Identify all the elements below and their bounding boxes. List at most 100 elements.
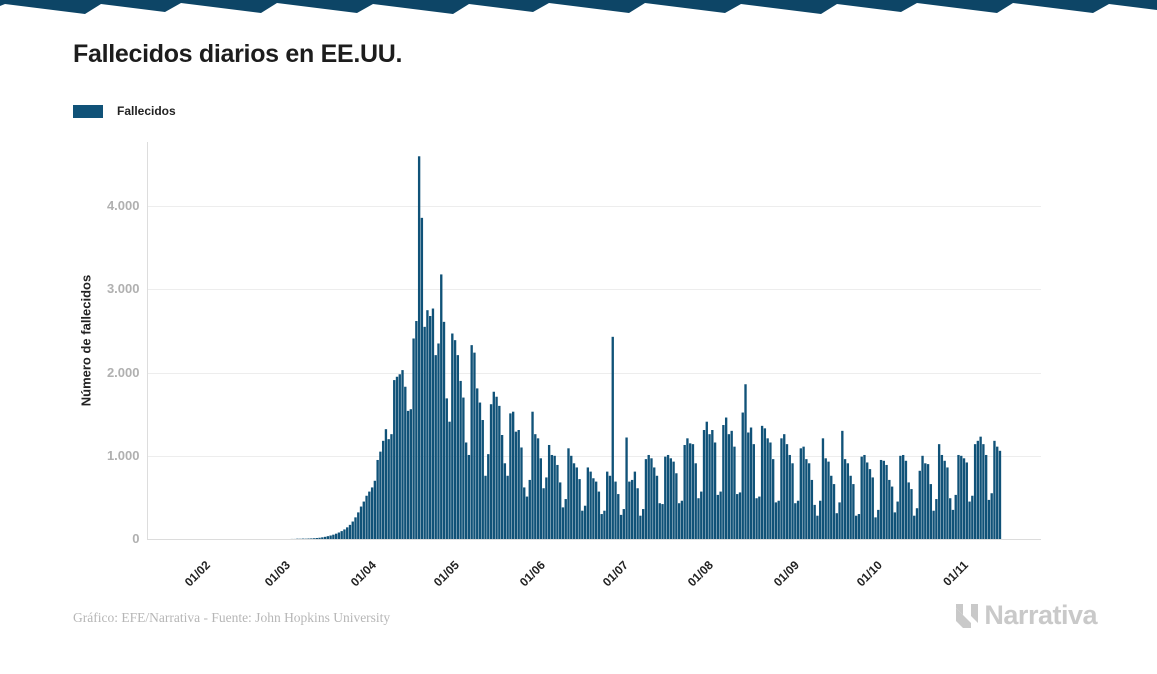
y-tick-label: 3.000 xyxy=(106,281,140,297)
bar xyxy=(503,463,506,539)
bar xyxy=(760,425,763,539)
bar xyxy=(619,514,622,539)
legend: Fallecidos xyxy=(73,104,176,118)
bar xyxy=(561,507,564,539)
bar xyxy=(351,521,354,539)
bar xyxy=(688,443,691,539)
bar xyxy=(962,458,965,539)
bar xyxy=(464,442,467,539)
bar xyxy=(655,475,658,539)
narrativa-wordmark: Narrativa xyxy=(984,600,1097,630)
x-tick-label: 01/03 xyxy=(262,558,294,590)
bar xyxy=(306,538,310,539)
bar xyxy=(978,436,982,539)
bar xyxy=(359,506,362,539)
bar xyxy=(796,500,799,539)
bar xyxy=(594,481,597,539)
bar xyxy=(511,411,514,539)
bar xyxy=(436,343,440,539)
bar xyxy=(494,396,498,539)
bar xyxy=(384,429,387,539)
bar xyxy=(442,321,445,539)
bar xyxy=(771,459,774,539)
bar xyxy=(652,467,655,539)
bar xyxy=(461,397,465,539)
bar xyxy=(497,405,501,539)
bar xyxy=(406,410,409,539)
bar xyxy=(976,440,979,539)
x-tick-label: 01/04 xyxy=(347,558,379,590)
bar xyxy=(398,374,401,539)
bar xyxy=(364,495,368,539)
y-axis-line xyxy=(146,142,148,539)
bar xyxy=(707,434,711,539)
bar xyxy=(749,427,752,539)
bar xyxy=(763,428,766,539)
y-tick-label: 2.000 xyxy=(106,364,140,380)
bar xyxy=(937,444,940,539)
bar xyxy=(334,533,337,539)
bar xyxy=(420,217,423,539)
bar xyxy=(315,538,318,539)
bar xyxy=(425,310,429,539)
bar xyxy=(370,487,373,539)
bar xyxy=(649,458,653,539)
bar xyxy=(500,435,503,539)
bar xyxy=(898,455,902,539)
bar xyxy=(926,464,929,539)
y-axis-title: Número de fallecidos xyxy=(78,274,94,407)
bar xyxy=(577,479,581,539)
bar xyxy=(713,442,716,539)
bar xyxy=(741,412,744,539)
bar xyxy=(699,491,702,539)
bar xyxy=(895,501,899,539)
bar xyxy=(566,448,570,539)
bar xyxy=(868,469,871,539)
bar xyxy=(705,421,708,539)
bar xyxy=(694,463,697,539)
bar xyxy=(934,499,938,539)
bar xyxy=(536,438,539,539)
bar xyxy=(669,458,672,539)
gridline xyxy=(146,206,1041,208)
bar xyxy=(995,446,998,539)
bar xyxy=(666,454,669,539)
bar xyxy=(337,532,340,539)
bar xyxy=(320,537,323,539)
bar xyxy=(696,498,700,539)
bar xyxy=(362,501,365,539)
bar xyxy=(945,467,949,539)
bar xyxy=(530,411,534,539)
bar xyxy=(799,448,802,539)
bar xyxy=(478,402,481,539)
bar xyxy=(558,482,561,539)
bar xyxy=(375,459,379,539)
bar xyxy=(450,333,453,539)
bar xyxy=(392,380,395,539)
bar xyxy=(575,467,578,539)
bar xyxy=(851,484,855,539)
bar xyxy=(326,536,329,539)
bar xyxy=(439,274,442,539)
bar xyxy=(735,494,738,539)
bar xyxy=(660,504,664,539)
bar xyxy=(965,462,968,539)
bar xyxy=(754,498,758,539)
bar xyxy=(970,495,973,539)
gridline xyxy=(146,372,1041,374)
bar xyxy=(467,454,470,539)
bar xyxy=(627,481,631,539)
bar xyxy=(959,455,962,539)
bar xyxy=(901,454,904,539)
bar xyxy=(373,480,376,539)
bar xyxy=(732,446,736,539)
bar xyxy=(812,504,816,539)
gridline xyxy=(146,455,1041,457)
bar xyxy=(602,510,606,539)
bar xyxy=(793,503,796,539)
bar xyxy=(915,508,918,539)
bar xyxy=(555,464,559,539)
bar xyxy=(730,430,733,539)
bar xyxy=(323,536,326,539)
